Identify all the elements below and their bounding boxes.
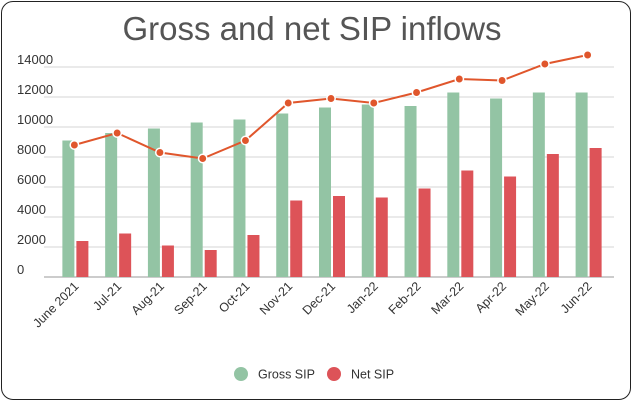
chart-title: Gross and net SIP inflows xyxy=(122,10,501,47)
line-point xyxy=(368,98,379,108)
bar-net-sip xyxy=(161,245,174,277)
legend-label: Net SIP xyxy=(351,368,394,382)
x-tick-label: Dec-21 xyxy=(300,279,338,317)
bar-net-sip xyxy=(76,241,89,277)
bar-gross-sip xyxy=(62,140,75,277)
bar-gross-sip xyxy=(147,128,160,277)
line-point xyxy=(582,50,593,60)
bar-gross-sip xyxy=(490,98,503,277)
line-point xyxy=(240,135,251,146)
y-tick-label: 8000 xyxy=(17,142,46,157)
y-tick-label: 6000 xyxy=(17,172,46,187)
y-tick-label: 14000 xyxy=(17,52,53,67)
y-tick-label: 12000 xyxy=(17,82,53,97)
bar-gross-sip xyxy=(404,106,417,277)
x-tick-label: June 2021 xyxy=(30,279,81,330)
line-point xyxy=(539,59,550,69)
line-point xyxy=(411,87,422,98)
bar-gross-sip xyxy=(575,92,588,277)
line-point xyxy=(69,140,80,150)
bar-net-sip xyxy=(119,233,132,277)
line-point xyxy=(112,128,123,138)
bar-net-sip xyxy=(204,250,217,277)
line-point xyxy=(197,153,208,164)
bar-net-sip xyxy=(461,170,474,277)
x-tick-label: Aug-21 xyxy=(129,279,167,317)
legend-marker xyxy=(327,367,341,381)
legend-marker xyxy=(234,367,248,381)
bar-gross-sip xyxy=(276,113,289,277)
x-tick-label: Jun-22 xyxy=(558,279,595,316)
x-tick-label: Apr-22 xyxy=(473,279,509,315)
legend-label: Gross SIP xyxy=(258,368,315,382)
x-tick-label: May-22 xyxy=(513,279,552,318)
x-tick-label: Sep-21 xyxy=(171,279,209,317)
line-point xyxy=(454,74,465,84)
x-tick-label: Mar-22 xyxy=(429,279,467,317)
bar-gross-sip xyxy=(190,122,203,277)
line-point xyxy=(154,147,165,158)
line-point xyxy=(283,98,294,108)
x-tick-label: Feb-22 xyxy=(386,279,424,317)
bar-gross-sip xyxy=(532,92,545,277)
bar-gross-sip xyxy=(105,133,118,277)
y-tick-label: 10000 xyxy=(17,112,53,127)
line-point xyxy=(326,93,336,104)
x-tick-label: Jul-21 xyxy=(90,279,124,313)
y-tick-label: 4000 xyxy=(17,202,46,217)
bar-gross-sip xyxy=(447,92,460,277)
x-tick-label: Nov-21 xyxy=(257,279,295,317)
bar-gross-sip xyxy=(361,104,374,277)
bar-net-sip xyxy=(546,154,559,277)
bar-gross-sip xyxy=(233,119,246,277)
y-tick-label: 2000 xyxy=(17,232,46,247)
bar-net-sip xyxy=(504,176,517,277)
bar-net-sip xyxy=(375,197,388,277)
bar-gross-sip xyxy=(319,107,331,277)
x-tick-label: Oct-21 xyxy=(216,279,252,315)
bar-net-sip xyxy=(418,188,431,277)
y-tick-label: 0 xyxy=(17,262,24,277)
bar-net-sip xyxy=(333,196,345,277)
bar-net-sip xyxy=(247,235,260,277)
bar-net-sip xyxy=(589,148,602,277)
bar-net-sip xyxy=(290,200,303,277)
line-point xyxy=(497,75,508,86)
x-tick-label: Jan-22 xyxy=(344,279,381,316)
